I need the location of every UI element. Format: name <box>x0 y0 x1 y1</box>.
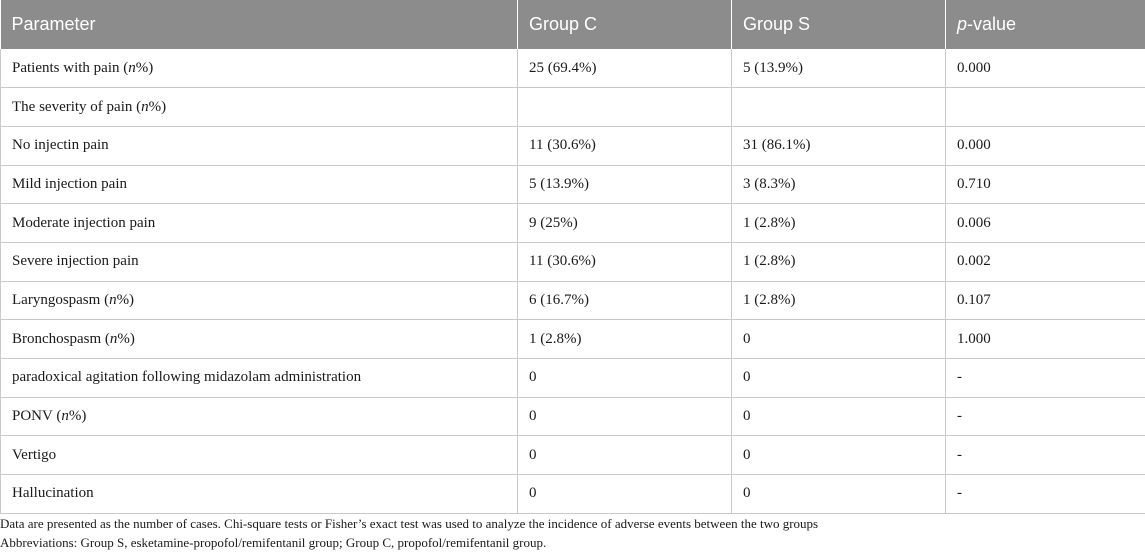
cell-group-s: 0 <box>731 358 946 398</box>
cell-group-c: 0 <box>517 435 732 476</box>
table-row: PONV (n%) 0 0- <box>0 397 1145 437</box>
cell-p-value: - <box>945 358 1145 398</box>
row-label: Severe injection pain <box>0 242 518 282</box>
table-row: The severity of pain (n%) <box>0 87 1145 127</box>
table-footnotes: Data are presented as the number of case… <box>0 514 1145 552</box>
cell-p-value: - <box>945 435 1145 476</box>
cell-group-c: 1 (2.8%) <box>517 319 732 359</box>
table-body: Patients with pain (n%) 25 (69.4%) 5 (13.9… <box>0 49 1145 514</box>
row-label: No injectin pain <box>0 126 518 166</box>
cell-group-c: 11 (30.6%) <box>517 242 732 282</box>
cell-group-s: 5 (13.9%) <box>731 49 946 89</box>
footnote-statistics: Data are presented as the number of case… <box>0 516 819 531</box>
row-label: Mild injection pain <box>0 165 518 205</box>
row-label: Patients with pain (n%) <box>0 49 518 89</box>
cell-p-value: 0.710 <box>945 165 1145 205</box>
cell-group-c: 5 (13.9%) <box>517 165 732 205</box>
header-row: Parameter Group C Group S p-value <box>0 0 1145 49</box>
cell-group-c: 9 (25%) <box>517 203 732 243</box>
cell-group-s: 0 <box>731 397 946 437</box>
row-label: Hallucination <box>0 474 518 514</box>
table-row: Patients with pain (n%) 25 (69.4%) 5 (13.9… <box>0 49 1145 89</box>
table-row: paradoxical agitation following midazola… <box>0 358 1145 398</box>
footnote-abbreviations: Abbreviations: Group S, esketamine-propo… <box>0 535 547 550</box>
cell-p-value: 0.000 <box>945 126 1145 166</box>
table-header: Parameter Group C Group S p-value <box>0 0 1145 49</box>
header-group-c: Group C <box>517 0 732 49</box>
header-p-value: p-value <box>945 0 1145 49</box>
header-parameter: Parameter <box>0 0 518 49</box>
cell-group-c: 0 <box>517 358 732 398</box>
cell-group-s: 1 (2.8%) <box>731 281 946 321</box>
header-group-s: Group S <box>731 0 946 49</box>
table-row: Moderate injection pain 9 (25%) 1 (2.8%) 0.… <box>0 203 1145 243</box>
row-label: PONV (n%) <box>0 397 518 437</box>
cell-group-s: 1 (2.8%) <box>731 242 946 282</box>
cell-group-s: 31 (86.1%) <box>731 126 946 166</box>
cell-group-c: 0 <box>517 474 732 514</box>
cell-p-value: - <box>945 474 1145 514</box>
cell-group-c: 25 (69.4%) <box>517 49 732 89</box>
cell-group-s <box>731 87 946 127</box>
cell-p-value: 1.000 <box>945 319 1145 359</box>
row-label: Vertigo <box>0 435 518 476</box>
results-table: Parameter Group C Group S p-value Patien… <box>0 0 1145 514</box>
row-label: The severity of pain (n%) <box>0 87 518 127</box>
cell-p-value <box>945 87 1145 127</box>
cell-group-c: 0 <box>517 397 732 437</box>
table-row: Hallucination 0 0- <box>0 474 1145 514</box>
row-label: paradoxical agitation following midazola… <box>0 358 518 398</box>
row-label: Moderate injection pain <box>0 203 518 243</box>
cell-group-s: 1 (2.8%) <box>731 203 946 243</box>
cell-group-c <box>517 87 732 127</box>
table-row: Mild injection pain 5 (13.9%) 3 (8.3%) 0.71… <box>0 165 1145 205</box>
row-label: Laryngospasm (n%) <box>0 281 518 321</box>
table-row: Vertigo 0 0- <box>0 435 1145 476</box>
cell-group-c: 6 (16.7%) <box>517 281 732 321</box>
cell-p-value: 0.002 <box>945 242 1145 282</box>
cell-p-value: 0.000 <box>945 49 1145 89</box>
cell-group-c: 11 (30.6%) <box>517 126 732 166</box>
row-label: Bronchospasm (n%) <box>0 319 518 359</box>
cell-p-value: 0.006 <box>945 203 1145 243</box>
table-row: Bronchospasm (n%) 1 (2.8%) 0 1.000 <box>0 319 1145 359</box>
table-row: Severe injection pain 11 (30.6%) 1 (2.8%) 0… <box>0 242 1145 282</box>
cell-p-value: 0.107 <box>945 281 1145 321</box>
cell-group-s: 0 <box>731 474 946 514</box>
table-row: No injectin pain 11 (30.6%) 31 (86.1%) 0.00… <box>0 126 1145 166</box>
cell-group-s: 0 <box>731 435 946 476</box>
cell-group-s: 3 (8.3%) <box>731 165 946 205</box>
table-row: Laryngospasm (n%) 6 (16.7%) 1 (2.8%) 0.107 <box>0 281 1145 321</box>
cell-group-s: 0 <box>731 319 946 359</box>
cell-p-value: - <box>945 397 1145 437</box>
